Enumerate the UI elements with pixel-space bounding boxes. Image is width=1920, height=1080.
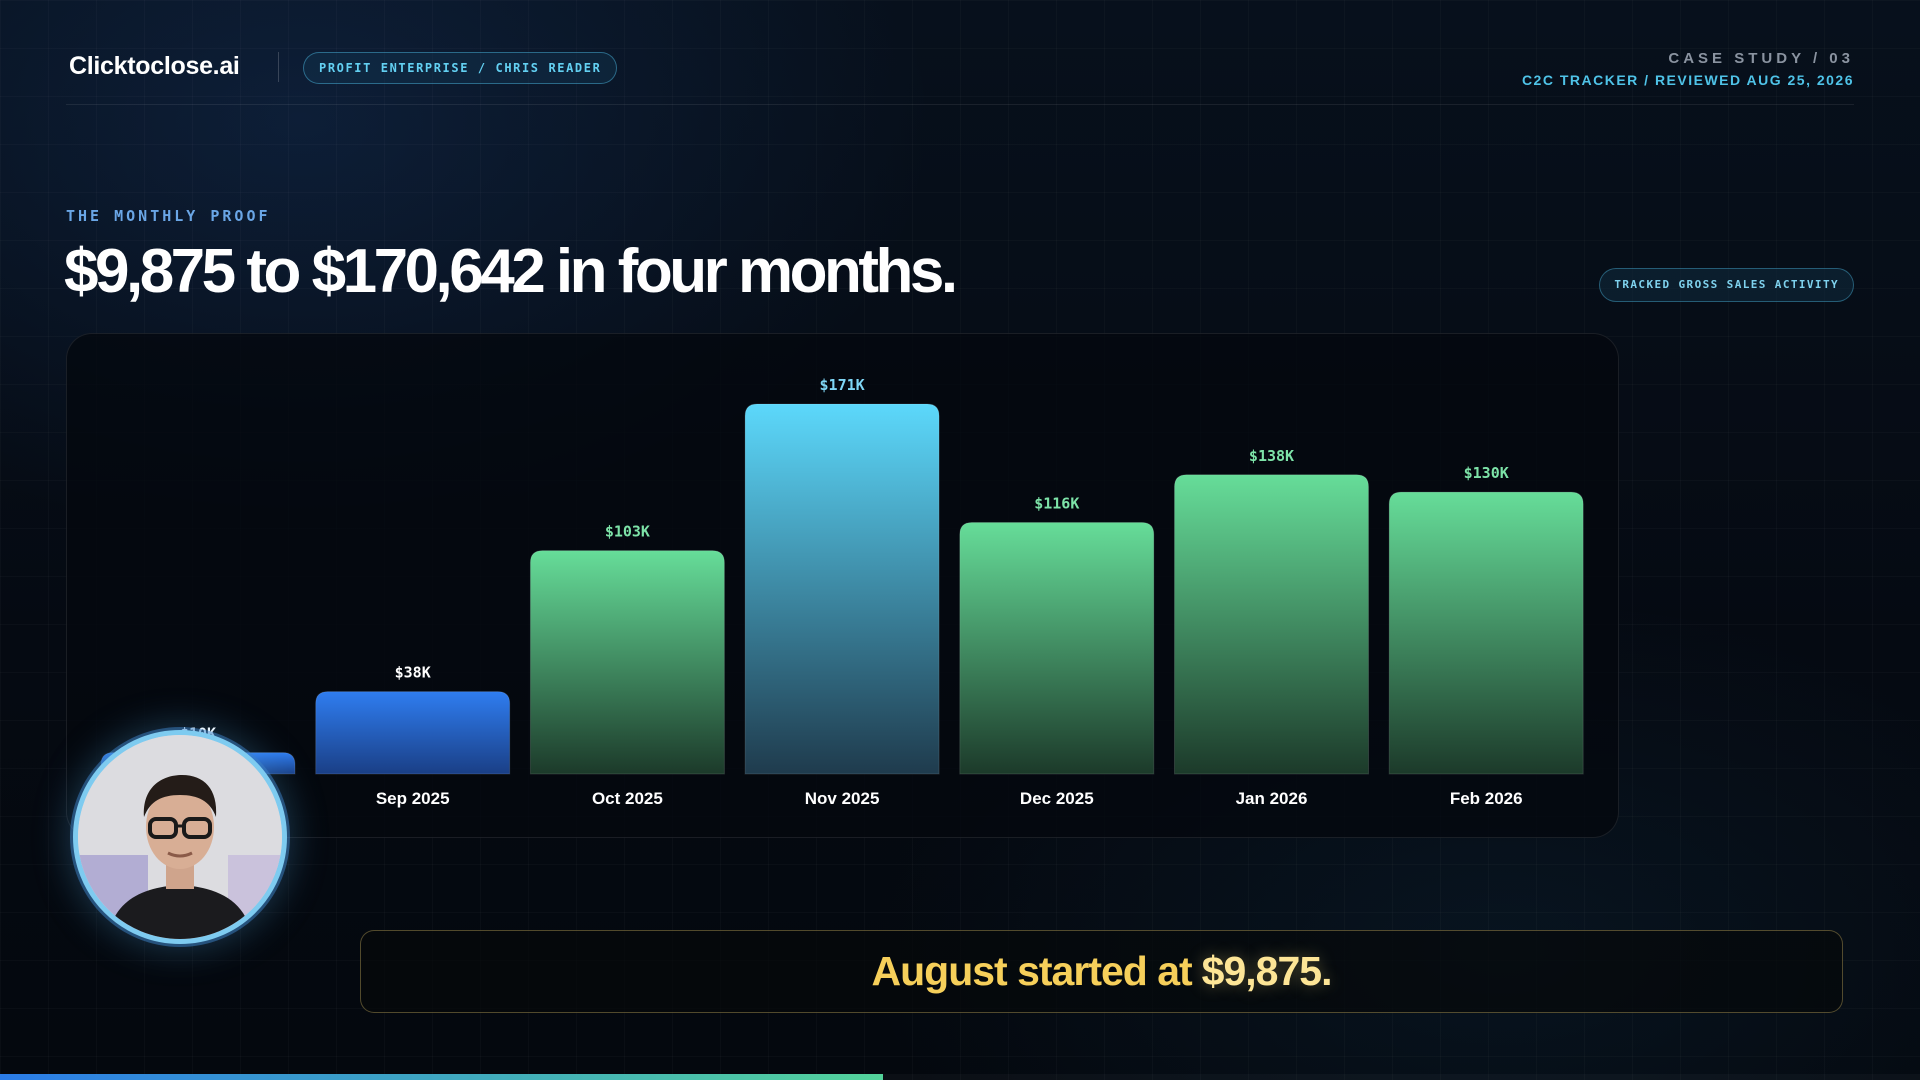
chart-bar (959, 521, 1155, 775)
callout-text: August started at (871, 948, 1193, 994)
chart-bar (744, 403, 940, 775)
bar-value-label: $103K (605, 523, 650, 541)
tracked-sales-tag: TRACKED GROSS SALES ACTIVITY (1599, 268, 1854, 302)
callout-amount: $9,875. (1201, 948, 1333, 994)
august-callout: August started at $9,875. (360, 930, 1843, 1013)
chart-bar (1388, 491, 1584, 775)
case-study-label: CASE STUDY / 03 (1668, 50, 1854, 67)
chart-bar (1174, 474, 1369, 775)
header-divider (278, 52, 279, 82)
category-label: Jan 2026 (1236, 789, 1308, 808)
brand-logo: Clicktoclose.ai (69, 52, 240, 80)
bar-value-label: $138K (1249, 447, 1294, 465)
header: Clicktoclose.ai PROFIT ENTERPRISE / CHRI… (66, 44, 1854, 105)
category-label: Dec 2025 (1020, 789, 1094, 808)
page-title: $9,875 to $170,642 in four months. (64, 237, 958, 306)
progress-fill (0, 1074, 884, 1080)
category-label: Nov 2025 (805, 789, 880, 808)
client-pill: PROFIT ENTERPRISE / CHRIS READER (303, 52, 618, 84)
chart-bar (529, 550, 725, 775)
section-eyebrow: THE MONTHLY PROOF (66, 207, 271, 225)
bar-value-label: $130K (1464, 464, 1509, 482)
chart-bar (315, 691, 511, 775)
person-icon (78, 735, 282, 939)
presenter-avatar (73, 730, 287, 944)
progress-bar (0, 1074, 1920, 1080)
category-label: Sep 2025 (376, 789, 450, 808)
bar-value-label: $116K (1034, 494, 1079, 512)
category-label: Oct 2025 (592, 789, 663, 808)
bar-value-label: $38K (395, 664, 431, 682)
category-label: Feb 2026 (1450, 789, 1523, 808)
bar-value-label: $171K (820, 376, 865, 394)
case-study-subtitle: C2C TRACKER / REVIEWED AUG 25, 2026 (1521, 72, 1854, 88)
